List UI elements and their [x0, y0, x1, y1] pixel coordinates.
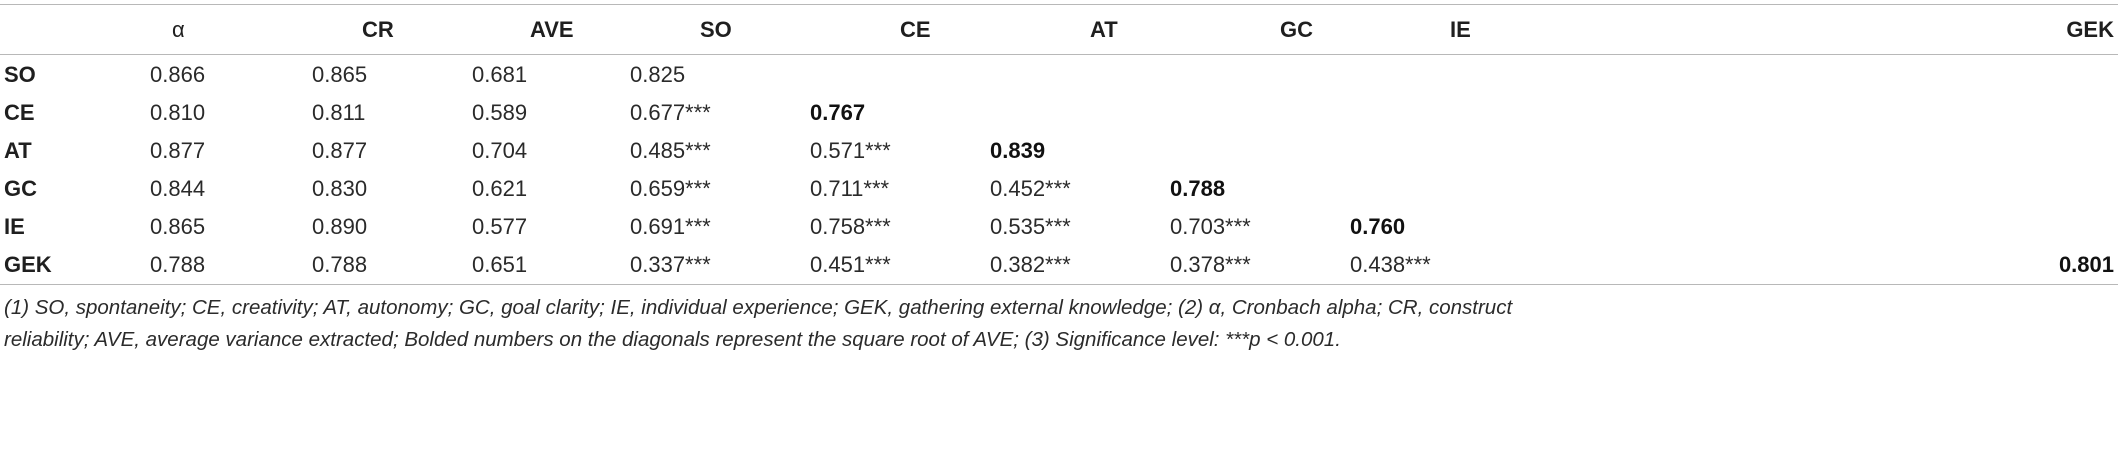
table-cell: 0.865 [150, 214, 206, 239]
table-cell: 0.703*** [1170, 214, 1251, 239]
table-cell: 0.877 [312, 138, 368, 163]
table-cell: 0.577 [472, 214, 528, 239]
table-cell: 0.811 [312, 100, 366, 125]
top-rule [0, 4, 2118, 5]
column-header: CE [900, 17, 931, 42]
column-header: α [172, 17, 185, 42]
table-cell: 0.659*** [630, 176, 711, 201]
table-cell: 0.788 [150, 252, 206, 277]
table-cell [1350, 132, 1530, 170]
row-label: GEK [4, 252, 52, 277]
table-cell: 0.438*** [1350, 252, 1431, 277]
table-cell: 0.711*** [810, 176, 890, 201]
table-cell [990, 50, 1170, 94]
table-cell [1170, 50, 1350, 94]
table-cell: 0.681 [472, 62, 528, 87]
table-cell [990, 94, 1170, 132]
table-cell: 0.691*** [630, 214, 711, 239]
table-row: GC 0.844 0.830 0.621 0.659*** 0.711*** 0.452**… [0, 170, 2118, 208]
table-cell: 0.844 [150, 176, 206, 201]
row-label: SO [4, 62, 36, 87]
column-header: CR [362, 17, 394, 42]
table-row: SO 0.866 0.865 0.681 0.825 [0, 50, 2118, 94]
table-cell: 0.621 [472, 176, 528, 201]
table-row: AT 0.877 0.877 0.704 0.485*** 0.571*** 0.839 [0, 132, 2118, 170]
column-header: GEK [2066, 17, 2114, 42]
bottom-rule [0, 284, 2118, 285]
table-cell: 0.485*** [630, 138, 711, 163]
diagonal-cell: 0.788 [1170, 176, 1226, 201]
table-cell: 0.535*** [990, 214, 1071, 239]
table-row: IE 0.865 0.890 0.577 0.691*** 0.758*** 0.535**… [0, 208, 2118, 246]
table-cell [1350, 94, 1530, 132]
table-cell: 0.677*** [630, 100, 711, 125]
table-cell [810, 50, 990, 94]
footnote-line-1: (1) SO, spontaneity; CE, creativity; AT,… [4, 296, 1513, 319]
table-cell [1170, 132, 1350, 170]
table-cell [1530, 132, 2118, 170]
table-cell [1530, 170, 2118, 208]
table-cell: 0.788 [312, 252, 368, 277]
header-rule [0, 54, 2118, 55]
header-row: α CR AVE SO CE AT GC IE GEK [0, 10, 2118, 50]
table-cell: 0.866 [150, 62, 206, 87]
table-row: GEK 0.788 0.788 0.651 0.337*** 0.451*** 0.382*… [0, 246, 2118, 284]
table-cell [1170, 94, 1350, 132]
table-cell: 0.810 [150, 100, 206, 125]
table-cell: 0.589 [472, 100, 528, 125]
table-cell: 0.830 [312, 176, 368, 201]
row-label: IE [4, 214, 25, 239]
table-cell: 0.337*** [630, 252, 711, 277]
table-cell: 0.825 [630, 62, 686, 87]
table-cell: 0.890 [312, 214, 368, 239]
table-footnote: (1) SO, spontaneity; CE, creativity; AT,… [4, 292, 2104, 356]
column-header: GC [1280, 17, 1313, 42]
column-header: SO [700, 17, 732, 42]
table-cell: 0.865 [312, 62, 368, 87]
table-cell: 0.704 [472, 138, 528, 163]
diagonal-cell: 0.801 [2058, 252, 2114, 277]
table-body: SO 0.866 0.865 0.681 0.825 CE 0.810 0.811 0.589 0… [0, 50, 2118, 284]
table-cell: 0.651 [472, 252, 528, 277]
row-label: GC [4, 176, 37, 201]
table-cell: 0.758*** [810, 214, 891, 239]
column-header: AT [1090, 17, 1118, 42]
column-header: IE [1450, 17, 1471, 42]
table-cell: 0.382*** [990, 252, 1071, 277]
row-label: CE [4, 100, 35, 125]
diagonal-cell: 0.760 [1350, 214, 1406, 239]
table-cell [1530, 94, 2118, 132]
table-cell: 0.571*** [810, 138, 891, 163]
footnote-line-2: reliability; AVE, average variance extra… [4, 328, 1341, 351]
table-cell: 0.378*** [1170, 252, 1251, 277]
diagonal-cell: 0.839 [990, 138, 1046, 163]
column-header: AVE [530, 17, 574, 42]
table-cell: 0.877 [150, 138, 206, 163]
row-label: AT [4, 138, 32, 163]
table-cell [1350, 170, 1530, 208]
table-row: CE 0.810 0.811 0.589 0.677*** 0.767 [0, 94, 2118, 132]
table-cell [1350, 50, 1530, 94]
correlation-table: α CR AVE SO CE AT GC IE GEK SO 0.866 0.865 0.681 0.8… [0, 10, 2118, 284]
diagonal-cell: 0.767 [810, 100, 866, 125]
table-cell [1530, 50, 2118, 94]
table-cell: 0.452*** [990, 176, 1071, 201]
table-cell: 0.451*** [810, 252, 891, 277]
table-cell [1530, 208, 2118, 246]
header-corner [0, 10, 150, 50]
